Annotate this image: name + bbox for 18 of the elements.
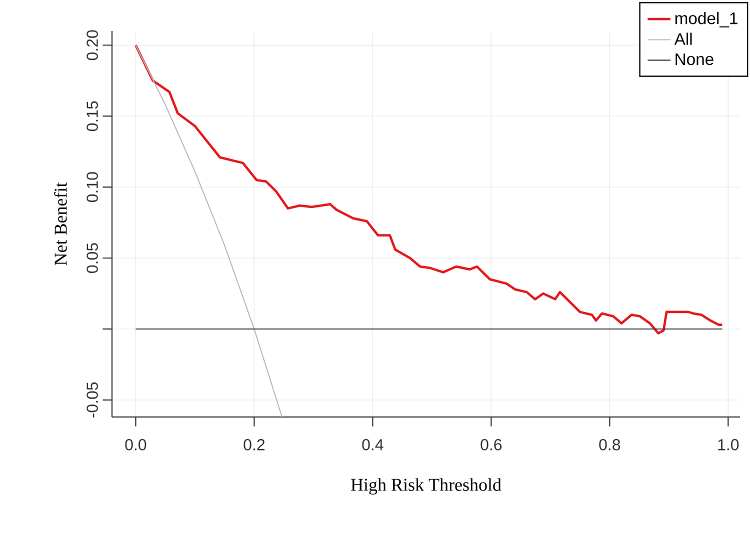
legend-label: All [674,32,692,45]
y-tick-label: 0.15 [86,101,98,132]
x-tick-label: 1.0 [718,439,739,450]
x-tick-label: 0.6 [480,439,502,450]
line-series [135,44,283,417]
y-axis-title: Net Benefit [54,182,67,266]
x-tick-label: 0.0 [125,439,146,450]
legend-label: model_1 [675,12,738,28]
line-series [134,44,724,334]
y-tick-label: 0.05 [86,243,98,274]
y-tick-label: 0.20 [86,30,98,60]
legend-label: None [676,53,714,66]
x-tick-label: 0.4 [362,439,384,450]
x-tick-label: 0.2 [244,439,265,450]
y-tick-label: 0.10 [86,172,98,202]
x-axis-title: High Risk Threshold [351,478,502,495]
x-tick-label: 0.8 [599,439,620,450]
y-tick-label: -0.05 [86,382,98,418]
